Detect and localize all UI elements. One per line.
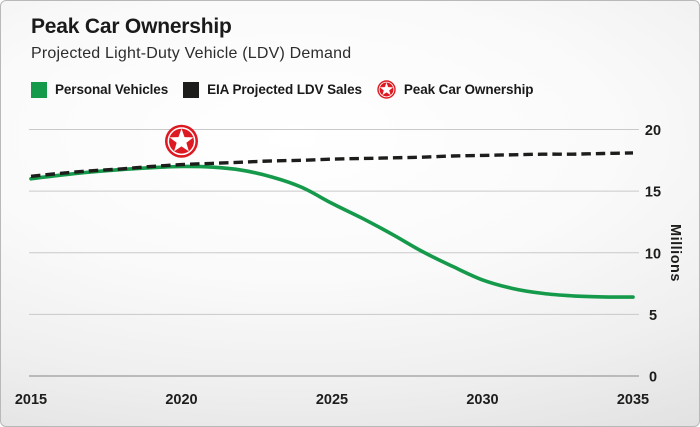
legend-label: Personal Vehicles bbox=[55, 82, 169, 97]
chart-header: Peak Car Ownership Projected Light-Duty … bbox=[31, 14, 351, 64]
page-title: Peak Car Ownership bbox=[31, 15, 232, 38]
star-marker-ring bbox=[167, 127, 196, 156]
y-tick-label: 0 bbox=[649, 370, 657, 386]
y-tick-label: 10 bbox=[645, 246, 661, 262]
x-tick-label: 2035 bbox=[617, 392, 649, 408]
x-tick-label: 2015 bbox=[15, 392, 47, 408]
x-tick-label: 2030 bbox=[466, 392, 498, 408]
legend-label: Peak Car Ownership bbox=[403, 82, 534, 97]
star-marker-star bbox=[169, 128, 194, 152]
black-square-icon bbox=[183, 81, 200, 98]
y-tick-label: 5 bbox=[649, 308, 657, 324]
page-subtitle: Projected Light-Duty Vehicle (LDV) Deman… bbox=[31, 45, 352, 62]
legend-item-personal-vehicles: Personal Vehicles bbox=[31, 81, 169, 98]
x-tick-label: 2025 bbox=[316, 392, 348, 408]
star-marker-ring bbox=[378, 81, 395, 98]
chart-legend: Personal Vehicles EIA Projected LDV Sale… bbox=[31, 80, 534, 99]
red-circle-star-icon bbox=[377, 80, 396, 99]
y-tick-label: 15 bbox=[645, 185, 661, 201]
series-line-eia-projected-ldv-sales bbox=[30, 151, 634, 178]
legend-label: EIA Projected LDV Sales bbox=[207, 82, 362, 97]
green-square-icon bbox=[31, 81, 47, 98]
x-tick-label: 2020 bbox=[165, 392, 197, 408]
y-tick-label: 20 bbox=[645, 123, 661, 139]
legend-item-eia-projected-ldv-sales: EIA Projected LDV Sales bbox=[183, 81, 362, 98]
star-marker-star bbox=[379, 82, 394, 96]
series-line-personal-vehicles bbox=[29, 164, 635, 299]
y-axis-unit-label: Millions bbox=[667, 224, 683, 282]
legend-item-peak-car-ownership: Peak Car Ownership bbox=[377, 80, 534, 99]
